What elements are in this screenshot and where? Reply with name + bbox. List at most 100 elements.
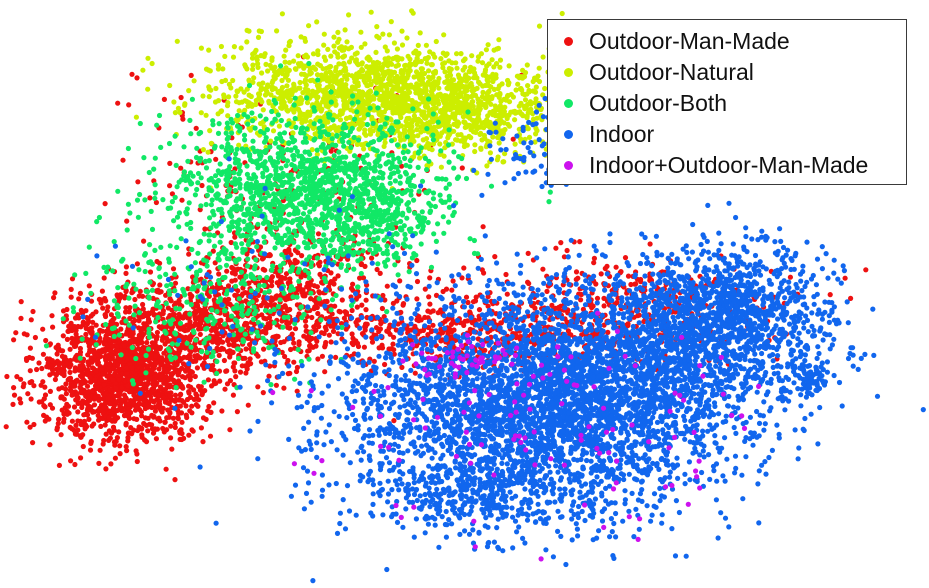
data-point: [441, 32, 447, 38]
data-point: [27, 368, 33, 374]
data-point: [282, 275, 288, 281]
data-point: [30, 308, 36, 315]
data-point: [263, 61, 269, 67]
data-point: [179, 197, 185, 203]
data-point: [140, 306, 146, 312]
data-point: [102, 422, 108, 428]
data-point: [61, 396, 67, 402]
data-point: [78, 324, 84, 330]
data-point: [536, 23, 543, 29]
data-point: [842, 275, 848, 281]
data-point: [253, 101, 259, 108]
data-point: [148, 394, 154, 400]
data-point: [491, 47, 497, 53]
data-point: [337, 112, 343, 118]
data-point: [376, 65, 382, 71]
data-point: [119, 397, 125, 403]
data-point: [294, 364, 300, 371]
data-point: [139, 426, 145, 432]
data-point: [187, 373, 193, 379]
data-point: [544, 288, 550, 294]
data-point: [164, 427, 170, 433]
data-point: [51, 295, 57, 301]
data-point: [265, 68, 271, 74]
data-point: [173, 300, 179, 306]
data-point: [406, 68, 412, 74]
data-point: [394, 46, 400, 52]
data-point: [395, 85, 401, 91]
data-point: [43, 337, 49, 344]
data-point: [412, 370, 418, 376]
data-point: [96, 296, 102, 302]
series-outdoor-man-made: [3, 54, 869, 483]
data-point: [167, 183, 173, 189]
data-point: [163, 292, 169, 298]
data-point: [3, 424, 9, 430]
data-point: [126, 389, 133, 395]
data-point: [341, 53, 348, 59]
data-point: [64, 306, 70, 313]
data-point: [483, 47, 489, 53]
data-point: [56, 362, 62, 368]
data-point: [400, 302, 406, 308]
data-point: [404, 35, 410, 41]
data-point: [247, 356, 253, 362]
data-point: [259, 256, 266, 262]
data-point: [150, 295, 156, 301]
data-point: [605, 329, 611, 335]
data-point: [135, 427, 141, 434]
data-point: [189, 403, 195, 409]
data-point: [178, 165, 184, 171]
data-point: [152, 408, 158, 414]
data-point: [206, 403, 212, 410]
data-point: [34, 366, 40, 373]
data-point: [461, 265, 467, 271]
data-point: [168, 371, 174, 377]
data-point: [153, 336, 160, 342]
data-point: [305, 348, 311, 354]
data-point: [391, 418, 397, 424]
data-point: [246, 77, 252, 83]
data-point: [115, 100, 121, 106]
data-point: [391, 78, 397, 84]
data-point: [170, 415, 176, 421]
data-point: [128, 425, 134, 431]
data-point: [591, 255, 598, 261]
data-point: [613, 264, 619, 270]
data-point: [323, 119, 329, 125]
data-point: [286, 39, 292, 46]
data-point: [349, 331, 355, 337]
data-point: [191, 396, 197, 402]
data-point: [217, 378, 223, 384]
data-point: [138, 371, 144, 377]
data-point: [272, 64, 278, 70]
data-point: [430, 308, 436, 314]
data-point: [145, 86, 151, 92]
data-point: [343, 310, 350, 316]
data-point: [382, 82, 388, 88]
data-point: [337, 69, 343, 75]
data-point: [59, 353, 65, 359]
data-point: [166, 384, 173, 390]
data-point: [76, 296, 82, 302]
data-point: [206, 94, 212, 100]
data-point: [357, 125, 363, 131]
data-point: [258, 87, 264, 93]
data-point: [61, 416, 67, 422]
data-point: [298, 95, 304, 101]
data-point: [170, 312, 176, 318]
data-point: [203, 66, 210, 72]
data-point: [63, 381, 69, 387]
data-point: [103, 313, 109, 320]
data-point: [342, 27, 348, 33]
data-point: [66, 364, 73, 370]
data-point: [336, 45, 343, 51]
data-point: [126, 309, 132, 315]
data-point: [174, 38, 180, 44]
data-point: [161, 350, 167, 356]
data-point: [101, 404, 107, 410]
data-point: [379, 345, 386, 351]
data-point: [300, 287, 306, 293]
data-point: [196, 383, 202, 389]
data-point: [61, 370, 67, 376]
